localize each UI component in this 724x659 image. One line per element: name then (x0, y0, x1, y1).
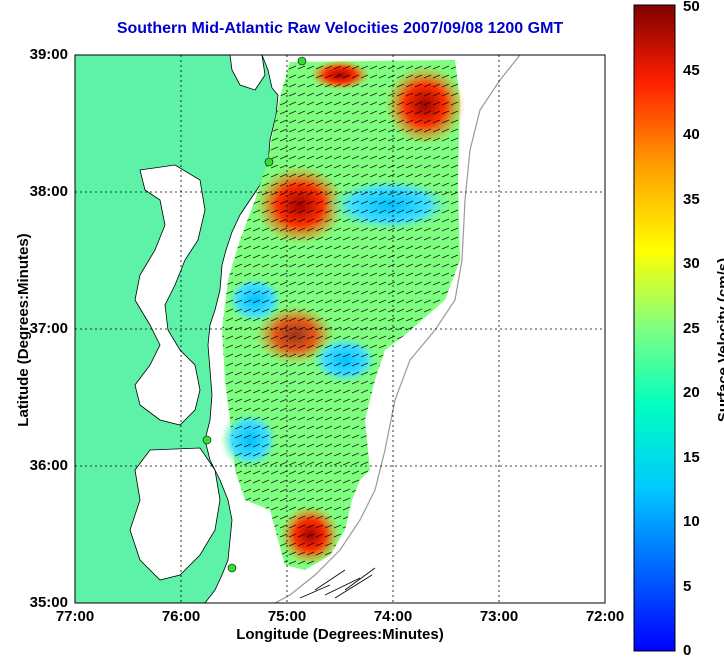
colorbar-tick: 40 (683, 126, 700, 143)
chesapeake-bay (134, 164, 206, 426)
station-marker (264, 157, 274, 167)
colorbar-tick: 15 (683, 449, 700, 466)
plot-frame (74, 54, 606, 604)
colorbar-tick: 45 (683, 62, 700, 79)
map-title: Southern Mid-Atlantic Raw Velocities 200… (116, 20, 564, 37)
x-tick-label: 77:00 (55, 608, 95, 625)
colorbar-tick: 30 (683, 255, 700, 272)
shelf-contour (274, 54, 521, 604)
y-tick-label: 37:00 (29, 320, 68, 337)
colorbar (633, 4, 676, 652)
colorbar-tick: 20 (683, 384, 700, 401)
y-tick-label: 35:00 (29, 594, 68, 611)
x-axis-label: Longitude (Degrees:Minutes) (236, 626, 444, 643)
y-tick-label: 39:00 (29, 46, 68, 63)
x-tick-label: 72:00 (585, 608, 625, 625)
colorbar-tick: 10 (683, 513, 700, 530)
pamlico-sound (129, 447, 221, 581)
colorbar-label: Surface Velocity (cm/s) (715, 257, 724, 423)
grid-lines (75, 55, 605, 603)
station-marker (297, 56, 307, 66)
colorbar-tick: 35 (683, 191, 700, 208)
y-tick-label: 38:00 (29, 183, 68, 200)
colorbar-tick: 0 (683, 642, 692, 659)
colorbar-tick: 25 (683, 320, 700, 337)
station-marker (202, 435, 212, 445)
x-tick-label: 74:00 (373, 608, 413, 625)
stray-arrows (299, 567, 376, 599)
x-tick-label: 76:00 (161, 608, 201, 625)
y-axis-label: Latitude (Degrees:Minutes) (15, 233, 32, 427)
x-tick-label: 75:00 (267, 608, 307, 625)
colorbar-tick: 5 (683, 578, 692, 595)
station-marker (227, 563, 237, 573)
y-tick-label: 36:00 (29, 457, 68, 474)
x-tick-label: 73:00 (479, 608, 519, 625)
colorbar-tick: 50 (683, 0, 700, 15)
velocity-arrows (222, 60, 460, 570)
